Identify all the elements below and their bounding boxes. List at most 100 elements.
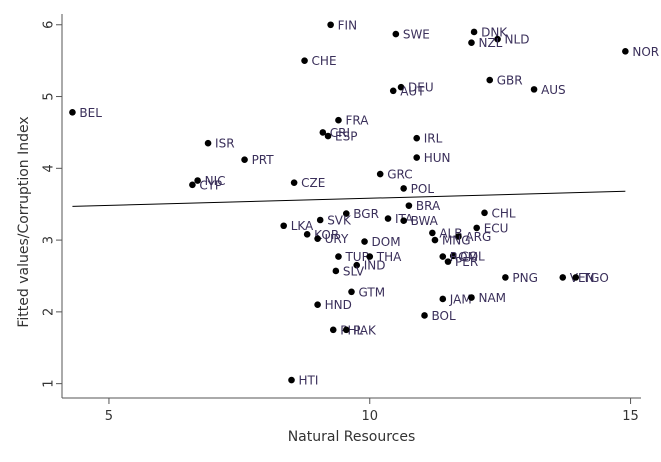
data-point-cyp: CYP (189, 178, 222, 192)
point-marker (392, 30, 400, 38)
point-label: HTI (299, 374, 319, 388)
point-marker (439, 295, 447, 303)
point-marker (204, 139, 212, 147)
data-point-slv: SLV (332, 264, 365, 278)
data-point-tha: THA (366, 250, 402, 264)
point-marker (559, 274, 567, 281)
data-point-chl: CHL (481, 206, 516, 220)
point-marker (502, 274, 509, 281)
data-point-fin: FIN (327, 18, 357, 32)
point-label: NLD (505, 33, 530, 47)
point-marker (288, 376, 295, 384)
data-point-esp: ESP (324, 130, 357, 144)
data-point-tur: TUR (335, 250, 370, 264)
data-point-nam: NAM (468, 291, 506, 305)
y-tick-label: 2 (42, 308, 57, 316)
point-marker (481, 209, 488, 217)
point-label: PRT (252, 153, 275, 167)
data-point-svk: SVK (316, 213, 352, 227)
point-marker (468, 294, 475, 301)
point-label: PAK (353, 323, 377, 337)
data-point-arg: ARG (455, 230, 491, 244)
data-point-tgo: TGO (572, 271, 609, 285)
data-point-aut: AUT (389, 84, 425, 98)
point-marker (439, 253, 447, 260)
data-point-dnk: DNK (470, 25, 508, 39)
point-marker (530, 86, 538, 93)
point-label: SLV (343, 264, 365, 278)
x-tick-label: 10 (361, 409, 378, 424)
point-marker (189, 181, 196, 189)
data-point-bel: BEL (69, 106, 102, 120)
point-label: GBR (497, 74, 523, 88)
data-point-nzl: NZL (468, 36, 503, 50)
point-marker (290, 179, 298, 186)
point-marker (405, 202, 413, 209)
point-label: POL (411, 182, 435, 196)
x-tick-label: 5 (105, 409, 113, 424)
data-point-isr: ISR (204, 137, 235, 151)
point-label: TUR (344, 250, 369, 264)
point-label: BOL (432, 309, 456, 323)
point-label: COL (460, 249, 485, 263)
data-point-gbr: GBR (486, 74, 523, 88)
point-marker (421, 312, 428, 319)
point-marker (314, 235, 321, 242)
point-label: NZL (478, 36, 502, 50)
data-point-bgr: BGR (342, 207, 379, 221)
point-marker (455, 233, 462, 240)
point-label: ECU (484, 221, 509, 235)
point-marker (335, 253, 342, 260)
point-marker (494, 35, 501, 43)
data-point-per: PER (444, 255, 478, 269)
point-marker (301, 57, 308, 64)
point-label: BEL (79, 106, 102, 120)
x-axis-title: Natural Resources (288, 429, 416, 445)
data-point-bwa: BWA (400, 214, 439, 228)
data-point-dom: DOM (361, 235, 401, 249)
point-marker (361, 238, 368, 245)
data-point-rom: ROM (439, 250, 478, 264)
data-point-hti: HTI (288, 374, 318, 388)
data-point-che: CHE (301, 54, 337, 68)
data-point-hnd: HND (314, 298, 352, 312)
point-label: GTM (359, 285, 386, 299)
point-label: DNK (481, 25, 508, 39)
point-label: PNG (512, 271, 538, 285)
point-label: JAM (449, 292, 472, 306)
data-point-grc: GRC (376, 168, 413, 182)
data-point-png: PNG (502, 271, 538, 285)
point-marker (470, 28, 478, 36)
point-label: HUN (424, 151, 451, 165)
data-point-prt: PRT (241, 153, 274, 167)
data-point-cri: CRI (319, 126, 350, 140)
y-tick-label: 1 (42, 380, 57, 388)
y-tick-label: 4 (42, 164, 57, 172)
point-label: MNG (442, 234, 471, 248)
y-tick-label: 6 (42, 21, 57, 29)
point-marker (486, 76, 494, 84)
point-marker (572, 274, 580, 281)
point-label: NOR (632, 45, 659, 59)
data-point-bra: BRA (405, 199, 441, 213)
point-label: FIN (338, 18, 357, 32)
point-label: DEU (408, 81, 434, 95)
fitted-line-layer (72, 190, 626, 207)
point-label: SVK (327, 213, 352, 227)
point-marker (353, 261, 361, 269)
point-label: NIC (205, 174, 226, 188)
point-marker (335, 116, 342, 124)
data-point-ury: URY (314, 232, 349, 246)
point-label: ISR (215, 137, 235, 151)
point-label: IND (364, 259, 386, 273)
data-point-cze: CZE (290, 176, 325, 190)
point-label: GRC (387, 168, 412, 182)
point-marker (69, 109, 76, 116)
point-marker (429, 229, 436, 237)
point-marker (241, 156, 248, 164)
point-label: ROM (450, 250, 478, 264)
point-label: CZE (301, 176, 325, 190)
point-marker (400, 217, 407, 225)
data-point-irl: IRL (413, 132, 443, 146)
